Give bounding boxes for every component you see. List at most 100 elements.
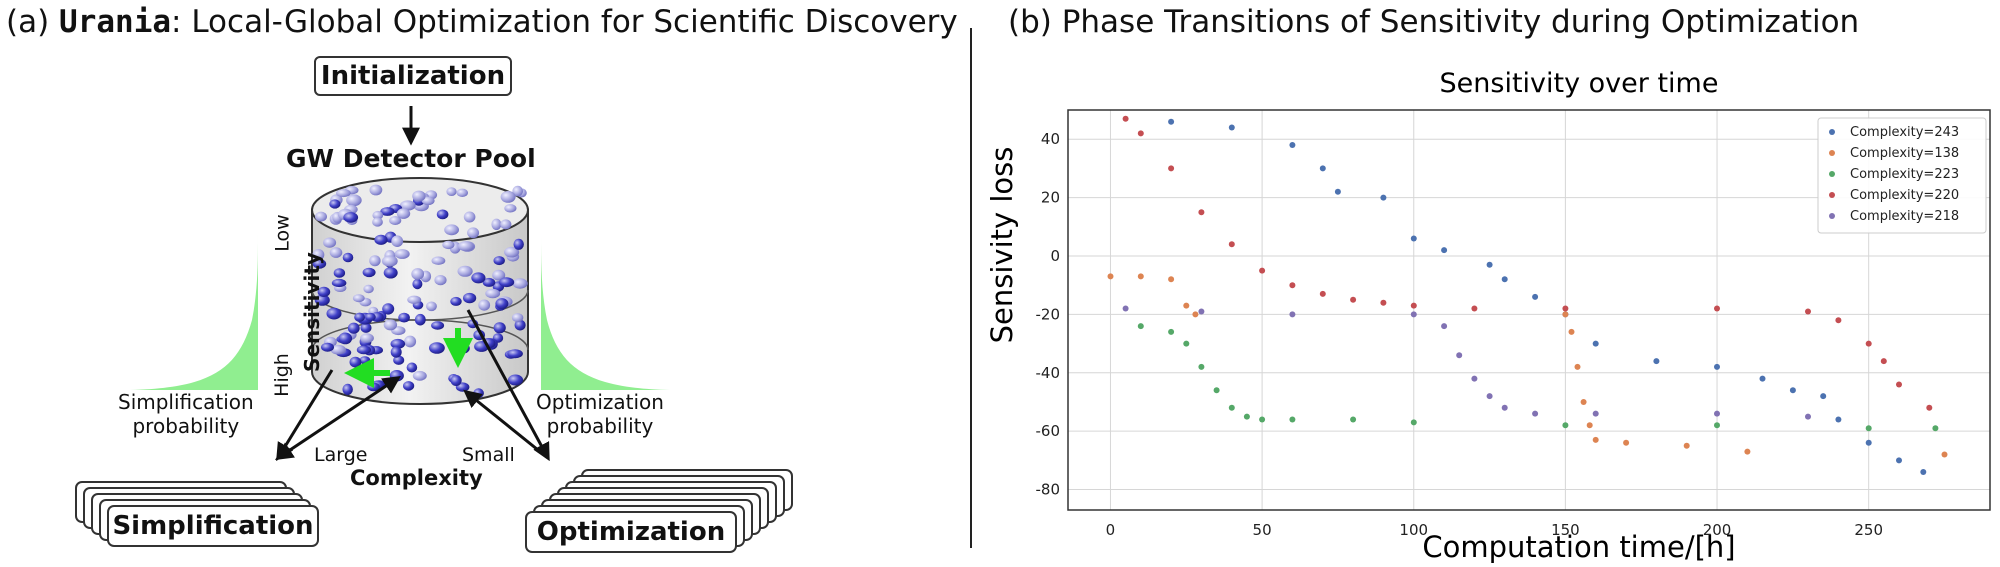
pool-sphere (329, 199, 341, 209)
optimization-probability-label: Optimization probability (536, 390, 664, 438)
pool-sphere (513, 238, 524, 250)
pool-sphere (343, 212, 359, 223)
pool-sphere (390, 346, 402, 358)
pool-sphere (383, 267, 398, 279)
pool-sphere (369, 255, 381, 267)
pool-sphere (407, 295, 422, 304)
data-point (1410, 311, 1417, 318)
data-point (1441, 323, 1448, 330)
pool-sphere (396, 208, 411, 219)
pool-sphere (333, 268, 346, 278)
data-point (1941, 451, 1948, 458)
pool-sphere (507, 349, 523, 359)
axis-sensitivity-label: Sensitivity (299, 252, 324, 372)
data-point (1319, 165, 1326, 172)
pool-sphere (381, 255, 398, 267)
pool-sphere (390, 338, 406, 349)
pool-sphere (391, 235, 404, 247)
chart-legend: Complexity=243 Complexity=138 Complexity=2… (1817, 117, 1987, 234)
data-point (1805, 308, 1811, 315)
data-point (1228, 404, 1235, 411)
data-point (1592, 410, 1599, 417)
pool-sphere (495, 298, 509, 310)
pool-sphere (463, 292, 477, 304)
data-point (1805, 413, 1811, 420)
pool-sphere (372, 217, 383, 227)
data-point (1350, 296, 1357, 303)
data-point (1380, 299, 1387, 306)
series-0 (1168, 118, 1927, 475)
data-point (1759, 375, 1766, 382)
chart-ylabel: Sensivity loss (990, 147, 1019, 344)
data-point (1501, 276, 1508, 283)
pool-sphere (450, 296, 462, 306)
pool-sphere (434, 275, 447, 286)
pool-sphere (356, 345, 371, 355)
optimization-stack (525, 469, 793, 553)
legend-entry: Complexity=138 (1850, 146, 1959, 161)
pool-sphere (426, 301, 437, 312)
pool-sphere (431, 321, 445, 330)
legend-marker (1829, 171, 1835, 177)
data-point (1926, 404, 1933, 411)
pool-sphere (326, 307, 342, 320)
pool-sphere (404, 335, 417, 348)
data-point (1183, 340, 1190, 347)
pool-sphere (507, 374, 524, 386)
data-point (1896, 381, 1902, 388)
arrow-to-optimization (466, 309, 550, 462)
pool-sphere (331, 278, 347, 288)
data-point (1683, 442, 1690, 449)
data-point (1410, 419, 1417, 426)
pool-sphere (411, 268, 425, 280)
pool-sphere (446, 187, 457, 197)
data-point (1580, 399, 1587, 405)
sensitivity-chart: Sensitivity over time Computation time/[… (990, 68, 1991, 564)
pool-sphere (412, 370, 427, 381)
data-point (1714, 410, 1720, 417)
data-point (1714, 422, 1720, 429)
pool-sphere (436, 209, 449, 220)
pool-sphere (467, 227, 480, 239)
simp-prob-line1: Simplification (118, 390, 254, 414)
legend-entry: Complexity=223 (1850, 167, 1959, 182)
legend-marker (1829, 192, 1835, 198)
pool-sphere (383, 319, 398, 331)
pool-sphere (412, 278, 423, 290)
pool-sphere (463, 211, 476, 223)
data-point (1192, 311, 1199, 318)
data-point (1532, 293, 1539, 300)
pool-sphere (394, 249, 410, 259)
pool-sphere (414, 313, 426, 326)
data-point (1168, 276, 1175, 283)
pool-sphere (491, 218, 502, 230)
pool-sphere (473, 388, 484, 399)
data-point (1198, 308, 1205, 315)
pool-sphere (444, 224, 459, 236)
pool-sphere (493, 322, 506, 334)
pool-sphere (347, 322, 360, 334)
axis-high-label: High (270, 353, 293, 397)
data-point (1568, 328, 1575, 335)
panel-a-title-name: Urania (59, 4, 172, 40)
pool-sphere (514, 319, 526, 331)
data-point (1107, 273, 1114, 280)
data-point (1198, 363, 1205, 370)
data-point (1168, 118, 1175, 125)
arrow-to-simplification (276, 369, 334, 462)
legend-entry: Complexity=220 (1850, 188, 1959, 203)
pool-sphere (342, 383, 353, 396)
panel-a-title-rest: : Local-Global Optimization for Scientif… (171, 4, 958, 40)
initialization-box: Initialization (314, 56, 512, 96)
data-point (1410, 302, 1417, 309)
pool-sphere (493, 256, 505, 266)
pool-sphere (421, 196, 435, 206)
y-tick-label: 0 (1050, 247, 1060, 265)
pool-sphere (429, 342, 445, 354)
pool-sphere (362, 267, 376, 278)
data-point (1880, 358, 1887, 365)
legend-entry: Complexity=218 (1850, 209, 1959, 224)
pool-sphere (393, 355, 405, 365)
data-point (1122, 305, 1129, 312)
pool-sphere (457, 265, 473, 277)
